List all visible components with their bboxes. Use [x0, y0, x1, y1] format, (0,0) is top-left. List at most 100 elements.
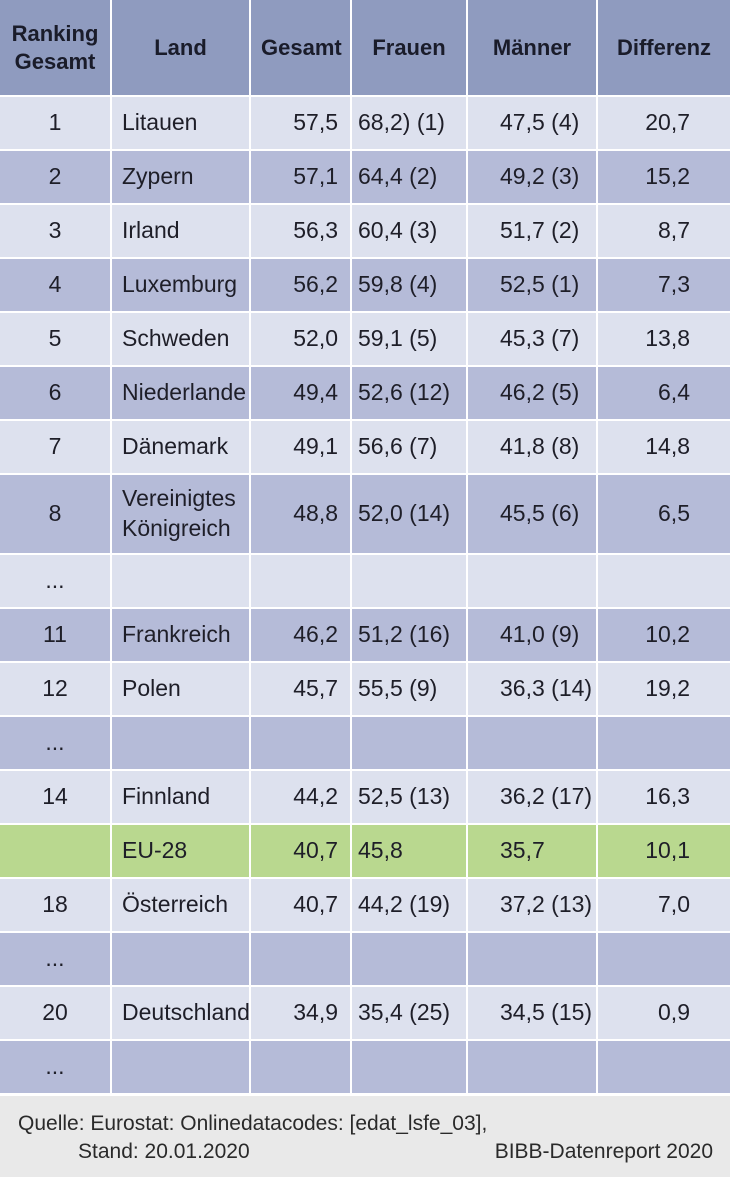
- cell-differenz: 7,0: [597, 878, 730, 933]
- cell-maenner: 46,2 (5): [467, 366, 598, 421]
- cell-rank: 18: [0, 878, 112, 933]
- table-row: 5 Schweden 52,0 59,1 (5) 45,3 (7) 13,8: [0, 312, 730, 367]
- cell-frauen: 59,1 (5): [351, 312, 468, 367]
- cell-rank: 2: [0, 150, 112, 205]
- cell-maenner: 34,5 (15): [467, 986, 598, 1041]
- source-line-2: Stand: 20.01.2020: [78, 1140, 250, 1163]
- table-row: 8 Vereinigtes Königreich 48,8 52,0 (14) 45,5…: [0, 474, 730, 555]
- cell-maenner: [467, 554, 598, 609]
- cell-frauen: 52,0 (14): [351, 474, 468, 555]
- cell-frauen: 55,5 (9): [351, 662, 468, 717]
- table-row: ...: [0, 716, 730, 771]
- cell-land: Frankreich: [111, 608, 251, 663]
- cell-gesamt: [250, 932, 352, 987]
- cell-rank: ...: [0, 554, 112, 609]
- cell-rank: 3: [0, 204, 112, 259]
- cell-rank: ...: [0, 932, 112, 987]
- cell-land: [111, 716, 251, 771]
- cell-maenner: [467, 716, 598, 771]
- table-row: 1 Litauen 57,5 68,2) (1) 47,5 (4) 20,7: [0, 96, 730, 151]
- cell-maenner: 36,2 (17): [467, 770, 598, 825]
- cell-differenz: 6,4: [597, 366, 730, 421]
- table-row: 6 Niederlande 49,4 52,6 (12) 46,2 (5) 6,4: [0, 366, 730, 421]
- table-row: 11 Frankreich 46,2 51,2 (16) 41,0 (9) 10,2: [0, 608, 730, 663]
- cell-land: Polen: [111, 662, 251, 717]
- cell-differenz: 6,5: [597, 474, 730, 555]
- table-footer: Quelle: Eurostat: Onlinedatacodes: [edat…: [0, 1096, 730, 1177]
- cell-land: [111, 554, 251, 609]
- header-gesamt: Gesamt: [250, 0, 352, 97]
- header-frauen: Frauen: [351, 0, 468, 97]
- cell-rank: 11: [0, 608, 112, 663]
- cell-differenz: 14,8: [597, 420, 730, 475]
- cell-land: Deutschland: [111, 986, 251, 1041]
- cell-maenner: 41,8 (8): [467, 420, 598, 475]
- table-row: 12 Polen 45,7 55,5 (9) 36,3 (14) 19,2: [0, 662, 730, 717]
- publication-credit: BIBB-Datenreport 2020: [494, 1140, 713, 1163]
- cell-rank: 5: [0, 312, 112, 367]
- cell-gesamt: 57,1: [250, 150, 352, 205]
- cell-maenner: 47,5 (4): [467, 96, 598, 151]
- table-row: EU-28 40,7 45,8 35,7 10,1: [0, 824, 730, 879]
- cell-frauen: 64,4 (2): [351, 150, 468, 205]
- cell-land: Irland: [111, 204, 251, 259]
- cell-rank: 4: [0, 258, 112, 313]
- cell-gesamt: 40,7: [250, 878, 352, 933]
- cell-frauen: 51,2 (16): [351, 608, 468, 663]
- cell-gesamt: [250, 716, 352, 771]
- cell-differenz: 19,2: [597, 662, 730, 717]
- cell-rank: 1: [0, 96, 112, 151]
- cell-rank: 6: [0, 366, 112, 421]
- cell-maenner: [467, 932, 598, 987]
- cell-maenner: 35,7: [467, 824, 598, 879]
- table-header: Ranking Gesamt Land Gesamt Frauen Männer…: [0, 0, 730, 97]
- source-note: Quelle: Eurostat: Onlinedatacodes: [edat…: [18, 1110, 487, 1166]
- cell-frauen: 52,6 (12): [351, 366, 468, 421]
- header-ranking-gesamt: Ranking Gesamt: [0, 0, 112, 97]
- cell-differenz: 15,2: [597, 150, 730, 205]
- cell-maenner: 51,7 (2): [467, 204, 598, 259]
- table-row: 7 Dänemark 49,1 56,6 (7) 41,8 (8) 14,8: [0, 420, 730, 475]
- cell-rank: [0, 824, 112, 879]
- cell-frauen: 56,6 (7): [351, 420, 468, 475]
- cell-gesamt: 46,2: [250, 608, 352, 663]
- cell-rank: ...: [0, 1040, 112, 1095]
- table-row: ...: [0, 554, 730, 609]
- cell-land: Zypern: [111, 150, 251, 205]
- source-line-1: Quelle: Eurostat: Onlinedatacodes: [edat…: [18, 1112, 488, 1135]
- cell-differenz: 10,1: [597, 824, 730, 879]
- cell-gesamt: 49,1: [250, 420, 352, 475]
- cell-frauen: 44,2 (19): [351, 878, 468, 933]
- table-body: 1 Litauen 57,5 68,2) (1) 47,5 (4) 20,7 2 Zypern…: [0, 96, 730, 1095]
- table-row: 4 Luxemburg 56,2 59,8 (4) 52,5 (1) 7,3: [0, 258, 730, 313]
- cell-maenner: 45,5 (6): [467, 474, 598, 555]
- cell-gesamt: 56,3: [250, 204, 352, 259]
- header-maenner: Männer: [467, 0, 598, 97]
- cell-differenz: [597, 1040, 730, 1095]
- cell-maenner: 37,2 (13): [467, 878, 598, 933]
- cell-maenner: 36,3 (14): [467, 662, 598, 717]
- cell-frauen: [351, 716, 468, 771]
- cell-differenz: [597, 554, 730, 609]
- cell-gesamt: 44,2: [250, 770, 352, 825]
- cell-land: Schweden: [111, 312, 251, 367]
- cell-differenz: 13,8: [597, 312, 730, 367]
- cell-differenz: 7,3: [597, 258, 730, 313]
- cell-land: Litauen: [111, 96, 251, 151]
- table-row: 14 Finnland 44,2 52,5 (13) 36,2 (17) 16,3: [0, 770, 730, 825]
- cell-gesamt: 45,7: [250, 662, 352, 717]
- cell-land: Luxemburg: [111, 258, 251, 313]
- cell-maenner: 41,0 (9): [467, 608, 598, 663]
- cell-differenz: 8,7: [597, 204, 730, 259]
- cell-rank: 8: [0, 474, 112, 555]
- cell-land: [111, 1040, 251, 1095]
- cell-gesamt: [250, 554, 352, 609]
- cell-land: Österreich: [111, 878, 251, 933]
- header-land: Land: [111, 0, 251, 97]
- cell-differenz: 16,3: [597, 770, 730, 825]
- cell-frauen: [351, 1040, 468, 1095]
- cell-land: EU-28: [111, 824, 251, 879]
- cell-differenz: [597, 932, 730, 987]
- cell-gesamt: 49,4: [250, 366, 352, 421]
